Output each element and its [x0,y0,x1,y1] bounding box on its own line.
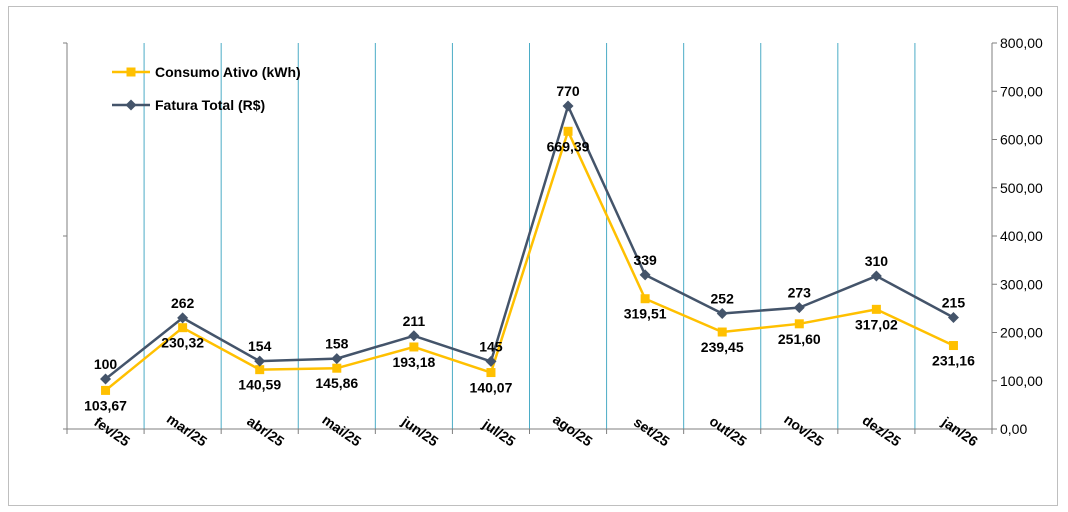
series-line [104,104,955,380]
legend-marker-square [126,67,136,77]
x-tick-label: jul/25 [479,415,518,449]
data-label: 262 [171,295,195,311]
data-point-diamond [254,355,266,367]
data-point-square [871,304,881,314]
x-tick-label: nov/25 [781,411,827,450]
y-tick-label: 700,00 [1000,83,1043,99]
y-tick-label: 500,00 [1000,180,1043,196]
data-label: 310 [865,253,889,269]
x-tick-label: fev/25 [91,414,133,450]
x-tick-label: set/25 [631,414,673,450]
data-label: 193,18 [392,354,435,370]
data-point-diamond [870,270,882,282]
data-point-square [486,368,496,378]
data-label: 231,16 [932,353,975,369]
y-axis-ticks: 0,00 100,00 200,00 300,00 400,00 500,00 600,00… [992,35,1043,437]
legend-label: Fatura Total (R$) [155,97,265,113]
data-label: 145,86 [315,375,358,391]
data-point-diamond [485,355,497,367]
data-point-diamond [562,100,574,112]
data-point-diamond [793,302,805,314]
data-point-diamond [947,311,959,323]
data-label: 140,59 [238,377,281,393]
data-point-square [640,294,650,304]
y-tick-label: 0,00 [1000,421,1027,437]
data-point-square [101,385,111,395]
x-tick-label: jun/25 [398,413,441,450]
y-tick-label: 200,00 [1000,325,1043,341]
data-label: 211 [403,313,426,329]
data-point-diamond [716,307,728,319]
data-label: 251,60 [778,331,821,347]
x-tick-label: abr/25 [244,413,287,450]
x-tick-label: mai/25 [319,411,364,449]
x-tick-label: dez/25 [860,412,904,450]
data-point-square [948,341,958,351]
y-tick-label: 100,00 [1000,373,1043,389]
data-point-square [409,342,419,352]
data-point-square [332,363,342,373]
data-point-square [794,319,804,329]
y-tick-label: 300,00 [1000,276,1043,292]
legend-marker-diamond [125,99,137,111]
data-label: 215 [942,294,966,310]
y-tick-label: 600,00 [1000,132,1043,148]
data-point-square [717,327,727,337]
data-point-diamond [639,269,651,281]
data-label: 339 [633,252,657,268]
data-label: 273 [788,285,812,301]
y-tick-label: 400,00 [1000,228,1043,244]
series-line [104,130,954,392]
data-label: 669,39 [547,138,590,154]
data-label: 252 [711,290,735,306]
data-point-diamond [100,373,112,385]
data-label: 239,45 [701,339,744,355]
x-tick-label: ago/25 [550,411,596,450]
x-tick-label: jan/26 [938,413,981,450]
legend: Consumo Ativo (kWh) Fatura Total (R$) [112,64,301,113]
data-point-diamond [331,353,343,365]
series-group [100,100,959,395]
data-label: 317,02 [855,316,898,332]
grid-lines [143,43,916,429]
legend-label: Consumo Ativo (kWh) [155,64,301,80]
data-point-diamond [408,330,420,342]
x-tick-label: out/25 [707,413,750,450]
chart-frame [8,6,1058,506]
y-tick-label: 800,00 [1000,35,1043,51]
data-point-square [178,323,188,333]
data-point-square [255,365,265,375]
data-label: 158 [325,336,349,352]
data-label: 100 [94,356,118,372]
data-label: 770 [556,83,580,99]
x-tick-label: mar/25 [164,410,210,449]
data-label: 319,51 [624,306,667,322]
data-label: 154 [248,338,272,354]
data-label: 145 [479,338,503,354]
data-label: 230,32 [161,335,204,351]
data-label: 103,67 [84,397,127,413]
data-label: 140,07 [470,380,513,396]
data-point-square [563,126,573,136]
data-point-diamond [177,312,189,324]
data-labels: 103,67 230,32 140,59 145,86 193,18 140,07 669,… [84,83,975,413]
x-axis-ticks: fev/25 mar/25 abr/25 mai/25 jun/25 jul/25 ago/… [91,410,981,449]
